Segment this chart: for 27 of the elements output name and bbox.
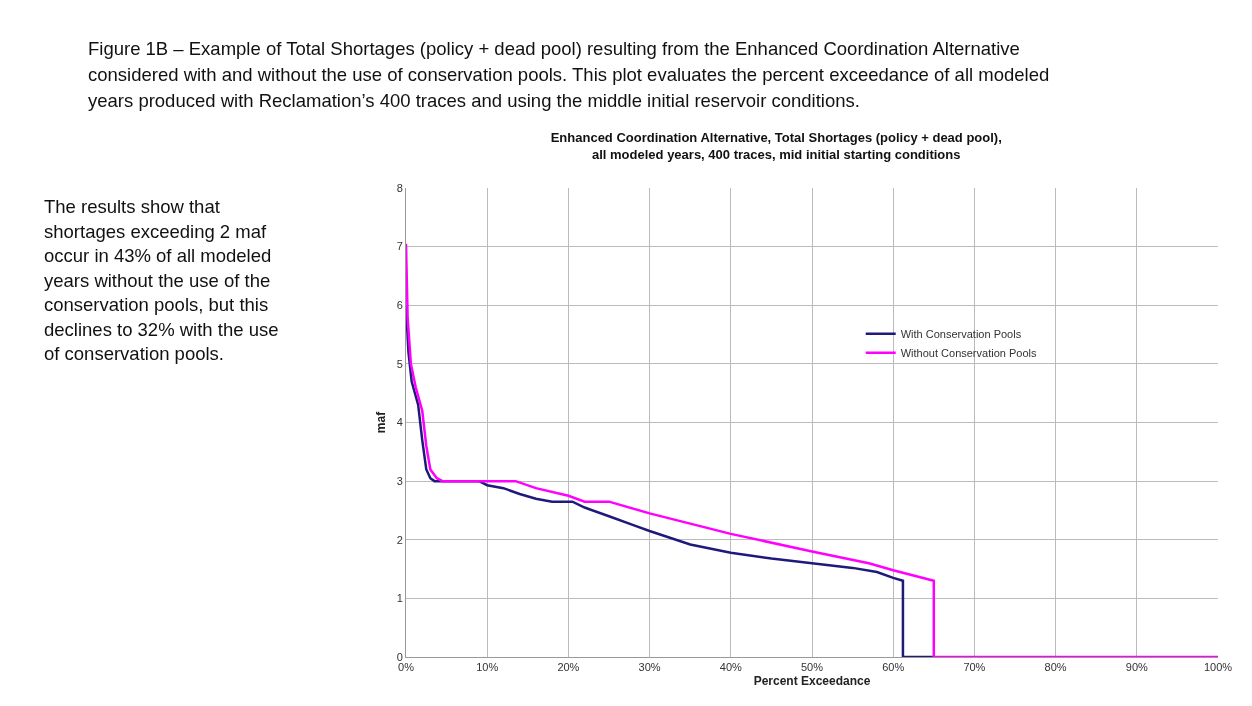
y-tick-label: 0 — [396, 650, 403, 663]
x-tick-label: 100% — [1203, 661, 1233, 674]
y-axis-title: maf — [373, 410, 388, 434]
y-tick-label: 8 — [396, 181, 403, 194]
x-tick-label: 10% — [476, 661, 499, 674]
y-tick-label: 4 — [396, 416, 403, 429]
legend-label: Without Conservation Pools — [900, 347, 1037, 360]
x-tick-label: 0% — [398, 661, 415, 674]
y-tick-label: 2 — [396, 533, 403, 546]
x-tick-label: 60% — [882, 661, 905, 674]
x-tick-label: 30% — [638, 661, 661, 674]
legend-label: With Conservation Pools — [900, 328, 1022, 341]
x-tick-label: 40% — [719, 661, 743, 674]
y-tick-label: 5 — [396, 357, 403, 370]
x-tick-label: 70% — [963, 661, 986, 674]
chart-title: Enhanced Coordination Alternative, Total Shortages (policy + dead pool), all modeled years, 400 traces, mid initial starting conditions — [550, 130, 1002, 162]
x-tick-label: 80% — [1044, 661, 1067, 674]
y-tick-label: 3 — [396, 474, 403, 487]
x-tick-label: 50% — [800, 661, 824, 674]
x-axis-title: Percent Exceedance — [753, 674, 871, 689]
y-tick-label: 6 — [396, 299, 403, 312]
y-tick-label: 1 — [396, 592, 403, 605]
x-tick-label: 20% — [557, 661, 580, 674]
y-tick-label: 7 — [396, 240, 403, 253]
caption: Figure 1B – Example of Total Shortages (policy + dead pool) resulting from the Enhanced Coordination Alternative considered with and without the use of conservation pools. This plot evaluates the percent exceedance of all modeled years produced with Reclamation’s 400 traces and using the middle initial reservoir conditions. — [88, 37, 1051, 113]
x-tick-label: 90% — [1125, 661, 1149, 674]
text: The results show that shortages exceeding 2 maf occur in 43% of all modeled years without the use of the conservation pools, but this declines to 32% with the use of conservation pools. — [44, 195, 280, 366]
